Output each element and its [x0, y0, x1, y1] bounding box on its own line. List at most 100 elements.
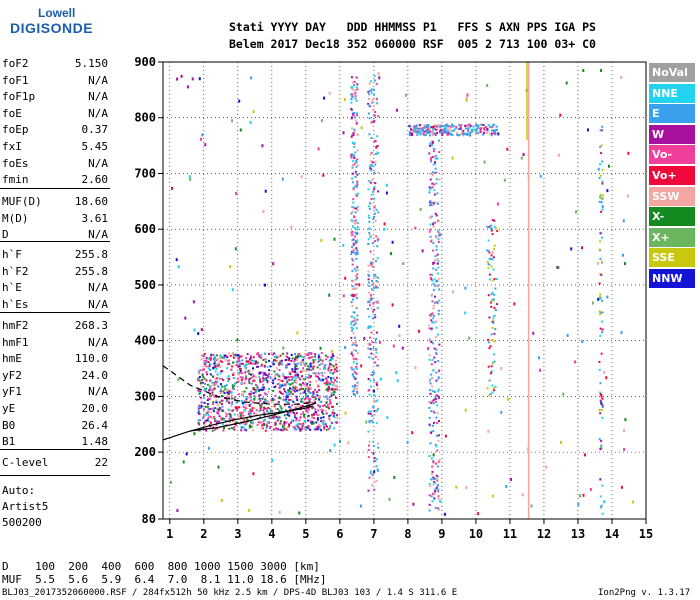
echo-point [231, 427, 234, 430]
param-name: hmE [2, 352, 22, 366]
echo-point [302, 382, 305, 385]
noise-point [193, 328, 196, 332]
echo-point [368, 284, 371, 287]
echo-point [455, 127, 458, 130]
echo-point [447, 128, 450, 131]
echo-point [431, 400, 434, 403]
noise-point [204, 143, 207, 147]
echo-point [258, 375, 261, 378]
echo-point [374, 355, 377, 358]
echo-point [327, 368, 330, 371]
echo-point [320, 416, 323, 419]
legend-item-e: E [649, 104, 695, 124]
echo-point [262, 371, 265, 374]
echo-point [436, 507, 439, 510]
legend-item-x: X+ [649, 227, 695, 247]
echo-point [263, 365, 266, 368]
echo-point [368, 440, 371, 443]
legend-item-nnw: NNW [649, 269, 695, 288]
echo-point [372, 283, 375, 286]
echo-point [266, 381, 269, 384]
noise-point [209, 357, 212, 361]
noise-point [627, 151, 630, 155]
echo-point [288, 363, 291, 366]
echo-point [240, 380, 243, 383]
echo-point [493, 248, 496, 251]
echo-point [492, 124, 495, 126]
echo-point [336, 388, 339, 391]
echo-point [201, 381, 204, 384]
echo-point [310, 352, 313, 355]
echo-point [214, 383, 217, 386]
echo-point [489, 345, 492, 348]
echo-point [353, 389, 356, 392]
echo-point [211, 391, 214, 394]
echo-point [281, 424, 284, 427]
echo-point [243, 382, 246, 385]
panel-separator [0, 312, 110, 313]
echo-point [372, 190, 375, 193]
param-value: 255.8 [74, 248, 108, 261]
echo-point [432, 424, 434, 427]
echo-point [424, 133, 427, 136]
noise-point [212, 407, 215, 411]
echo-point [327, 385, 330, 388]
echo-point [354, 170, 357, 173]
echo-point [374, 273, 377, 276]
echo-point [264, 352, 267, 355]
echo-point [488, 125, 491, 128]
echo-point [376, 102, 379, 105]
echo-point [431, 342, 434, 345]
echo-point [258, 388, 261, 391]
echo-point [601, 160, 604, 163]
echo-point [353, 146, 356, 148]
echo-point [356, 184, 359, 187]
echo-point [432, 267, 435, 270]
x-tick-label: 10 [469, 527, 483, 541]
echo-point [199, 369, 202, 372]
echo-point [599, 393, 602, 396]
echo-point [298, 353, 301, 356]
echo-point [426, 126, 429, 128]
echo-point [277, 378, 280, 381]
echo-point [434, 506, 437, 509]
echo-point [599, 478, 602, 481]
echo-point [430, 186, 433, 189]
echo-point [493, 340, 496, 343]
echo-point [429, 178, 432, 181]
echo-point [436, 157, 439, 160]
echo-point [490, 134, 493, 137]
echo-point [282, 393, 285, 395]
echo-point [350, 253, 353, 256]
echo-point [266, 409, 269, 412]
echo-point [276, 408, 279, 410]
echo-point [601, 311, 604, 314]
echo-point [297, 367, 300, 370]
echo-point [434, 488, 437, 491]
echo-point [256, 365, 258, 368]
echo-point [367, 188, 370, 191]
echo-point [408, 133, 411, 136]
echo-point [350, 351, 353, 354]
noise-point [562, 392, 565, 396]
echo-point [351, 205, 354, 208]
echo-point [490, 370, 493, 373]
echo-point [433, 278, 436, 281]
echo-point [298, 383, 301, 386]
echo-point [438, 151, 441, 154]
echo-point [354, 394, 356, 397]
echo-point [490, 132, 493, 135]
echo-point [302, 369, 305, 372]
echo-point [295, 428, 298, 431]
echo-point [430, 215, 433, 218]
echo-point [372, 444, 375, 447]
echo-point [476, 128, 478, 131]
noise-point [351, 293, 354, 297]
echo-point [367, 273, 370, 276]
echo-point [249, 356, 252, 359]
echo-point [373, 371, 376, 374]
echo-point [351, 343, 354, 346]
echo-point [451, 125, 454, 127]
echo-point [436, 284, 439, 287]
echo-point [245, 363, 248, 366]
